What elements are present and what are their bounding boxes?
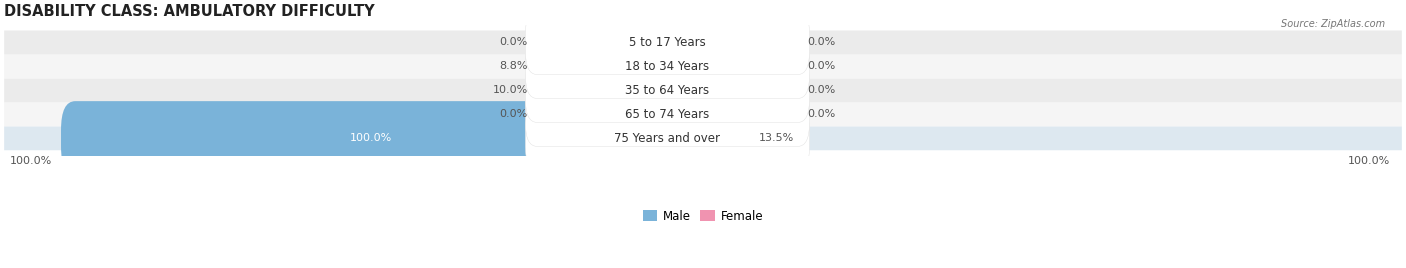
FancyBboxPatch shape	[526, 58, 810, 122]
FancyBboxPatch shape	[526, 82, 810, 146]
Text: 0.0%: 0.0%	[807, 85, 835, 95]
Text: 100.0%: 100.0%	[1348, 156, 1391, 166]
Legend: Male, Female: Male, Female	[643, 210, 763, 223]
FancyBboxPatch shape	[4, 31, 1402, 54]
Text: 0.0%: 0.0%	[807, 61, 835, 71]
Text: 100.0%: 100.0%	[350, 133, 392, 143]
FancyBboxPatch shape	[4, 102, 1402, 126]
Text: 65 to 74 Years: 65 to 74 Years	[626, 108, 710, 121]
Text: Source: ZipAtlas.com: Source: ZipAtlas.com	[1281, 19, 1385, 29]
Text: 0.0%: 0.0%	[807, 38, 835, 47]
FancyBboxPatch shape	[4, 54, 1402, 79]
Text: 100.0%: 100.0%	[10, 156, 52, 166]
Text: 0.0%: 0.0%	[807, 109, 835, 119]
FancyBboxPatch shape	[526, 106, 810, 170]
Text: DISABILITY CLASS: AMBULATORY DIFFICULTY: DISABILITY CLASS: AMBULATORY DIFFICULTY	[4, 4, 375, 19]
Text: 18 to 34 Years: 18 to 34 Years	[626, 60, 710, 73]
Text: 5 to 17 Years: 5 to 17 Years	[628, 36, 706, 49]
Text: 0.0%: 0.0%	[499, 109, 527, 119]
FancyBboxPatch shape	[602, 29, 682, 103]
Text: 0.0%: 0.0%	[499, 38, 527, 47]
Text: 75 Years and over: 75 Years and over	[614, 132, 720, 145]
FancyBboxPatch shape	[593, 53, 682, 128]
Text: 10.0%: 10.0%	[492, 85, 527, 95]
FancyBboxPatch shape	[526, 34, 810, 99]
Text: 8.8%: 8.8%	[499, 61, 527, 71]
FancyBboxPatch shape	[526, 10, 810, 75]
FancyBboxPatch shape	[4, 126, 1402, 150]
FancyBboxPatch shape	[4, 79, 1402, 102]
FancyBboxPatch shape	[60, 101, 682, 175]
Text: 13.5%: 13.5%	[759, 133, 794, 143]
FancyBboxPatch shape	[654, 101, 762, 175]
Text: 35 to 64 Years: 35 to 64 Years	[626, 84, 710, 97]
